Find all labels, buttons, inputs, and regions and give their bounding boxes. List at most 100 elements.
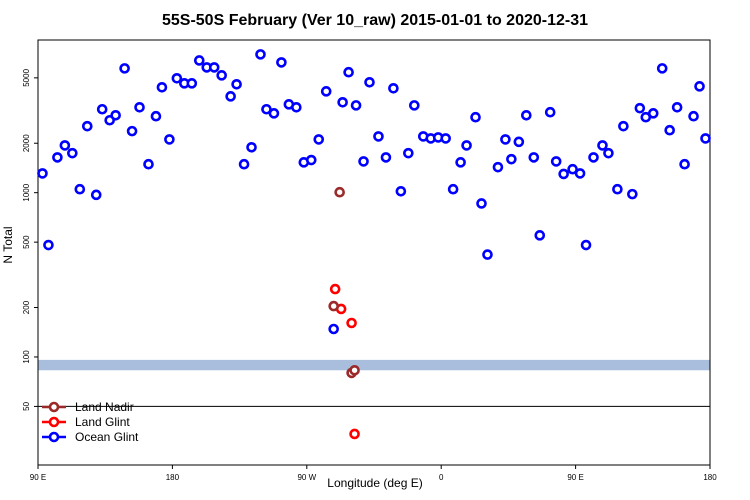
legend-marker: [48, 416, 60, 428]
data-point: [328, 300, 339, 312]
y-tick-label: 2000: [22, 134, 31, 152]
x-tick-label: 180: [166, 473, 180, 482]
data-point: [597, 140, 608, 151]
y-axis-label: N Total: [1, 226, 15, 263]
data-point: [440, 133, 451, 144]
data-point: [580, 239, 592, 251]
data-point: [276, 57, 287, 68]
data-point: [320, 86, 332, 97]
data-point: [255, 49, 266, 60]
data-point: [500, 134, 511, 145]
data-point: [346, 317, 357, 329]
data-point: [409, 100, 420, 111]
data-point: [96, 103, 108, 115]
data-point: [482, 249, 493, 260]
data-point: [476, 198, 487, 209]
data-point: [81, 120, 93, 132]
x-tick-label: 180: [703, 473, 717, 482]
shaded-band: [38, 359, 710, 371]
data-point: [647, 108, 659, 119]
data-point: [634, 102, 646, 114]
y-tick-label: 500: [22, 235, 31, 249]
data-point: [349, 364, 360, 376]
legend-label: Land Nadir: [75, 400, 134, 414]
data-point: [373, 131, 384, 142]
x-axis-label: Longitude (deg E): [327, 476, 422, 490]
data-point: [492, 161, 504, 173]
data-point: [528, 152, 540, 163]
data-point: [186, 78, 198, 89]
x-tick-label: 90 E: [30, 473, 46, 482]
data-point: [534, 230, 546, 241]
data-point: [679, 158, 690, 170]
data-point: [334, 186, 345, 198]
data-point: [110, 109, 121, 121]
legend-marker: [48, 431, 60, 443]
data-point: [231, 78, 242, 90]
data-point: [618, 120, 629, 132]
data-point: [126, 125, 138, 137]
data-point: [216, 70, 227, 81]
data-point: [238, 158, 250, 170]
data-point: [246, 141, 257, 153]
data-point: [225, 91, 236, 102]
data-point: [656, 63, 668, 74]
data-point: [700, 133, 711, 144]
data-point: [671, 101, 683, 113]
data-point: [329, 283, 341, 295]
data-point: [74, 183, 86, 195]
data-point: [59, 140, 71, 151]
data-point: [588, 152, 599, 163]
data-point: [305, 154, 317, 166]
x-tick-label: 90 W: [297, 473, 316, 482]
data-point: [694, 81, 705, 92]
data-point: [43, 239, 54, 251]
data-point: [313, 134, 325, 145]
data-point: [364, 76, 375, 88]
plot-frame: [37, 39, 711, 466]
data-point: [150, 110, 162, 122]
data-point: [67, 147, 78, 159]
data-point: [337, 96, 348, 108]
data-point: [521, 109, 532, 121]
data-point: [52, 152, 63, 163]
y-tick-label: 200: [22, 300, 31, 314]
data-point: [171, 72, 183, 84]
legend-marker: [48, 401, 60, 413]
data-point: [350, 100, 362, 111]
data-point: [208, 62, 220, 73]
data-point: [447, 183, 459, 195]
data-point: [550, 156, 562, 167]
data-point: [506, 153, 517, 165]
legend-label: Land Glint: [75, 415, 130, 429]
data-point: [544, 106, 556, 118]
data-point: [603, 147, 614, 159]
data-point: [688, 110, 699, 122]
data-point: [143, 158, 154, 170]
y-tick-label: 100: [22, 350, 31, 364]
data-point: [567, 163, 578, 175]
data-point: [627, 188, 638, 200]
data-point: [388, 82, 399, 94]
data-point: [403, 147, 414, 159]
data-point: [461, 140, 472, 151]
data-point: [380, 152, 392, 163]
data-point: [291, 101, 302, 113]
data-point: [558, 168, 569, 180]
data-point: [612, 183, 623, 195]
x-tick-label: 0: [439, 473, 444, 482]
legend-label: Ocean Glint: [75, 430, 139, 444]
data-point: [395, 185, 407, 197]
data-point: [90, 189, 102, 201]
chart-title: 55S-50S February (Ver 10_raw) 2015-01-01…: [162, 12, 588, 29]
data-point: [156, 82, 168, 93]
data-point: [470, 111, 481, 123]
data-point: [261, 103, 272, 115]
data-point: [574, 168, 586, 179]
data-point: [343, 66, 354, 78]
data-point: [193, 55, 205, 66]
x-tick-label: 90 E: [567, 473, 583, 482]
data-point: [164, 134, 175, 145]
